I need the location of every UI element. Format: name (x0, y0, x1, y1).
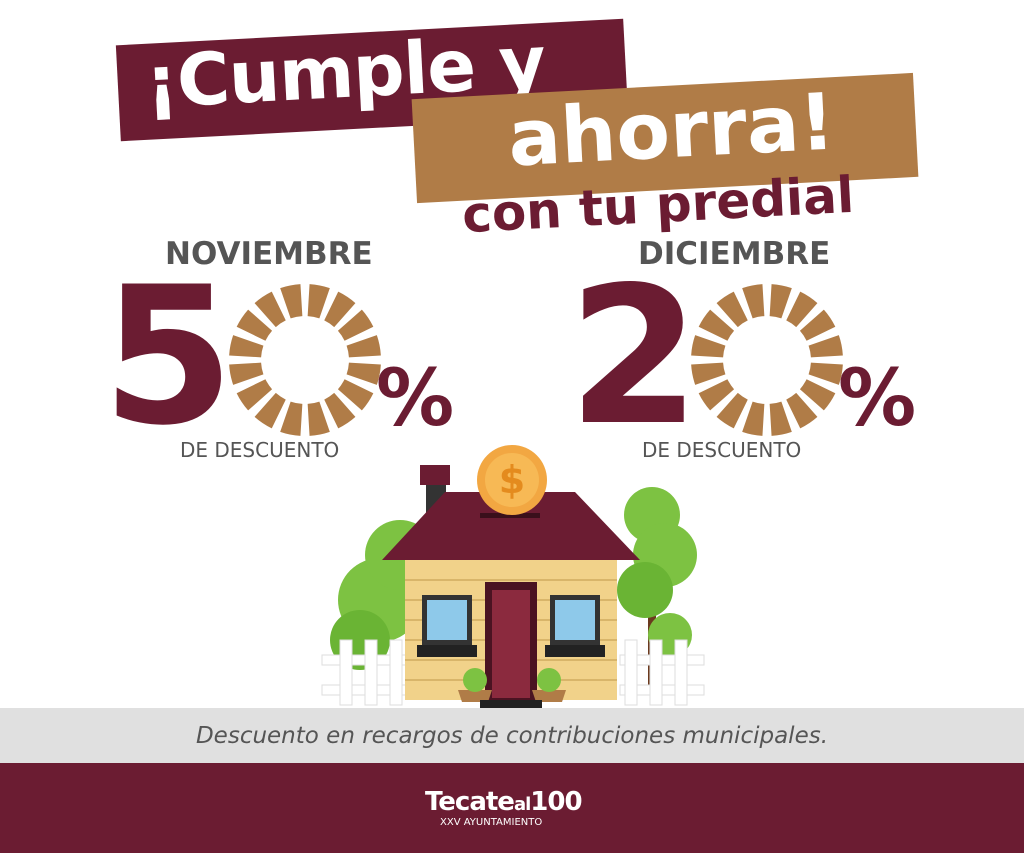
dollar-coin-icon: $ (477, 445, 547, 515)
ring-segment (280, 401, 303, 436)
offer-month-december: DICIEMBRE (638, 236, 831, 272)
fence-icon (321, 639, 705, 706)
offer-label: DE DESCUENTO (642, 438, 802, 462)
ring-segment (786, 291, 818, 328)
ring-segment (254, 291, 286, 328)
offer-digit-2: 2 (568, 246, 701, 467)
ring-segment (337, 309, 374, 341)
ring-segment (691, 335, 726, 358)
ring-segment (716, 392, 748, 429)
ring-segment (236, 379, 273, 411)
ring-segment (698, 309, 735, 341)
offer-percent-sign: % (838, 354, 917, 444)
band-text: Descuento en recargos de contribuciones … (195, 722, 829, 749)
offer-month-november: NOVIEMBRE (165, 236, 373, 272)
ring-segment (324, 291, 356, 328)
offer-digit-5: 5 (102, 246, 235, 467)
ring-segment (808, 335, 843, 358)
tecate-logo: Tecateal100 (425, 787, 583, 817)
footer (0, 763, 1024, 853)
ring-segment (769, 284, 792, 319)
info-band: Descuento en recargos de contribuciones … (0, 708, 1024, 763)
ring-segment (337, 379, 374, 411)
ring-segment (346, 335, 381, 358)
ring-segment (716, 291, 748, 328)
discount-ring-icon (691, 284, 843, 436)
ring-segment (808, 362, 843, 385)
ring-segment (742, 401, 765, 436)
ring-segment (698, 379, 735, 411)
svg-text:$: $ (499, 458, 525, 502)
ring-segment (346, 362, 381, 385)
ring-segment (229, 335, 264, 358)
ring-segment (254, 392, 286, 429)
offer-percent-sign: % (376, 354, 455, 444)
discount-ring-icon (229, 284, 381, 436)
logo-subtitle: XXV AYUNTAMIENTO (440, 817, 543, 828)
ring-segment (691, 362, 726, 385)
ring-segment (799, 309, 836, 341)
ring-segment (229, 362, 264, 385)
ring-segment (236, 309, 273, 341)
ring-segment (742, 284, 765, 319)
window-right-icon (545, 595, 605, 657)
ring-segment (307, 401, 330, 436)
ring-segment (786, 392, 818, 429)
ring-segment (280, 284, 303, 319)
ring-segment (307, 284, 330, 319)
offer-label: DE DESCUENTO (180, 438, 340, 462)
ring-segment (799, 379, 836, 411)
house-illustration: $ (321, 445, 705, 708)
window-left-icon (417, 595, 477, 657)
ring-segment (769, 401, 792, 436)
tree-right-icon (617, 487, 697, 690)
ring-segment (324, 392, 356, 429)
